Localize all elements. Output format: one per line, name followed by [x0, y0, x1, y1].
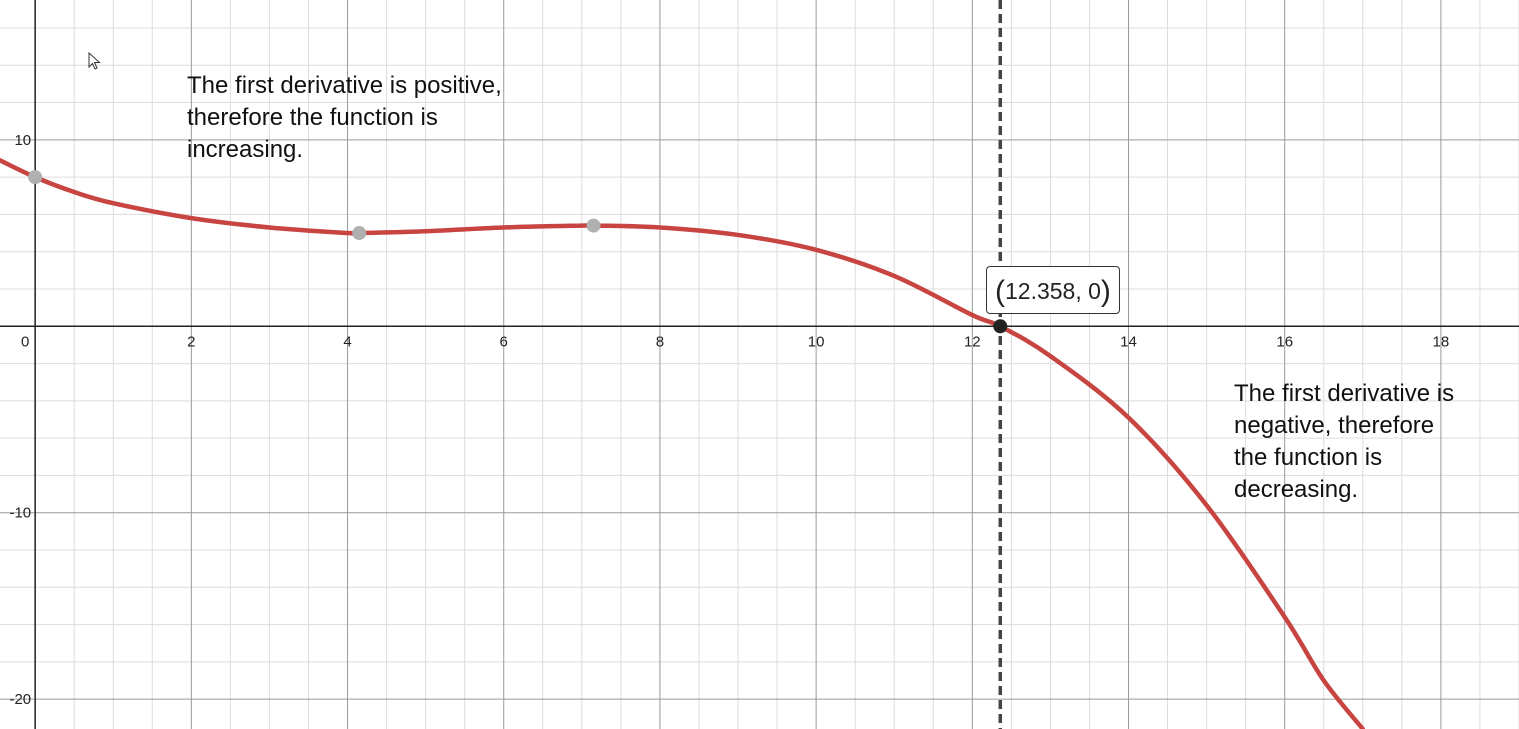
marked-point — [28, 170, 43, 185]
y-tick-label: -10 — [9, 505, 31, 522]
x-tick-label: 8 — [656, 333, 664, 350]
x-tick-label: 12 — [964, 333, 981, 350]
marked-points — [28, 170, 1008, 334]
function-curve-path — [0, 158, 1366, 729]
mouse-pointer-icon — [88, 52, 101, 70]
x-tick-label: 0 — [21, 333, 29, 350]
tooltip-open-paren: ( — [995, 275, 1005, 308]
x-tick-label: 14 — [1120, 333, 1137, 350]
tooltip-coordinates: 12.358, 0 — [1005, 278, 1101, 304]
x-tick-label: 4 — [343, 333, 351, 350]
point-coordinate-label[interactable]: (12.358, 0) — [986, 266, 1120, 314]
y-tick-label: 10 — [14, 132, 31, 149]
marked-point — [352, 226, 367, 241]
x-tick-label: 2 — [187, 333, 195, 350]
x-tick-label: 10 — [808, 333, 825, 350]
x-tick-label: 16 — [1276, 333, 1293, 350]
marked-point — [993, 319, 1008, 334]
marked-point — [586, 218, 601, 233]
y-tick-label: -20 — [9, 691, 31, 708]
tick-labels: 0 2 4 6 8 10 12 14 16 18 10 -10 -20 — [9, 132, 1449, 708]
x-tick-label: 18 — [1433, 333, 1450, 350]
function-curve[interactable] — [0, 158, 1366, 729]
tooltip-close-paren: ) — [1100, 275, 1111, 308]
x-tick-label: 6 — [500, 333, 508, 350]
